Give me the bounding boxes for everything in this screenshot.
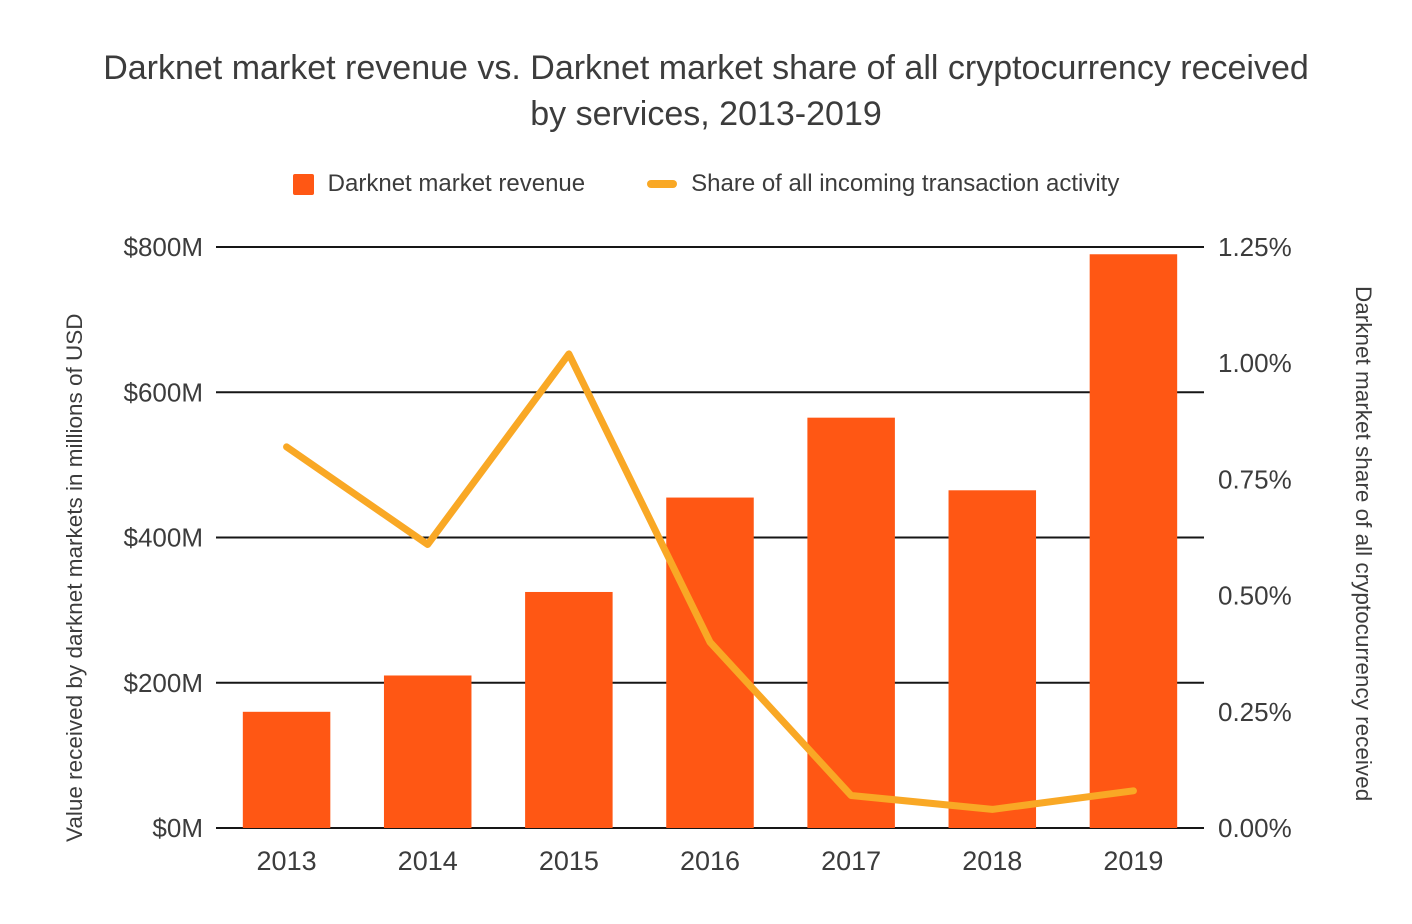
left-axis-tick-label: $200M <box>124 668 204 698</box>
x-axis-tick-label: 2017 <box>821 846 881 876</box>
x-axis-tick-label: 2016 <box>680 846 740 876</box>
right-axis-tick-label: 0.25% <box>1218 697 1292 727</box>
left-axis-tick-label: $600M <box>124 377 204 407</box>
legend-item-share: Share of all incoming transaction activi… <box>647 170 1119 198</box>
left-axis-tick-label: $400M <box>124 523 204 553</box>
revenue-bar <box>242 711 331 828</box>
legend-label-share: Share of all incoming transaction activi… <box>691 170 1120 197</box>
revenue-bar <box>666 497 754 828</box>
x-axis-tick-label: 2015 <box>539 846 599 876</box>
line-swatch-icon <box>647 180 678 188</box>
right-axis-tick-label: 0.50% <box>1218 581 1292 611</box>
right-axis-tick-label: 0.75% <box>1218 464 1292 494</box>
bar-swatch-icon <box>292 173 314 195</box>
right-axis-tick-label: 1.00% <box>1218 348 1292 378</box>
legend-label-revenue: Darknet market revenue <box>327 170 586 197</box>
right-axis-tick-label: 0.00% <box>1218 813 1292 843</box>
revenue-bar <box>1089 254 1178 828</box>
revenue-bar <box>948 490 1037 828</box>
x-axis-tick-label: 2014 <box>398 846 458 876</box>
x-axis-tick-label: 2013 <box>257 846 317 876</box>
chart-title: Darknet market revenue vs. Darknet marke… <box>103 49 1309 133</box>
left-axis-tick-label: $800M <box>124 232 204 262</box>
revenue-bar <box>383 675 472 828</box>
revenue-bar <box>525 591 613 828</box>
share-line <box>283 350 1137 813</box>
x-axis-tick-label: 2018 <box>962 846 1022 876</box>
right-axis-tick-label: 1.25% <box>1218 232 1292 262</box>
legend: Darknet market revenue Share of all inco… <box>0 170 1412 198</box>
x-axis-tick-label: 2019 <box>1103 846 1163 876</box>
left-axis-tick-label: $0M <box>152 813 203 843</box>
legend-item-revenue: Darknet market revenue <box>292 170 586 198</box>
